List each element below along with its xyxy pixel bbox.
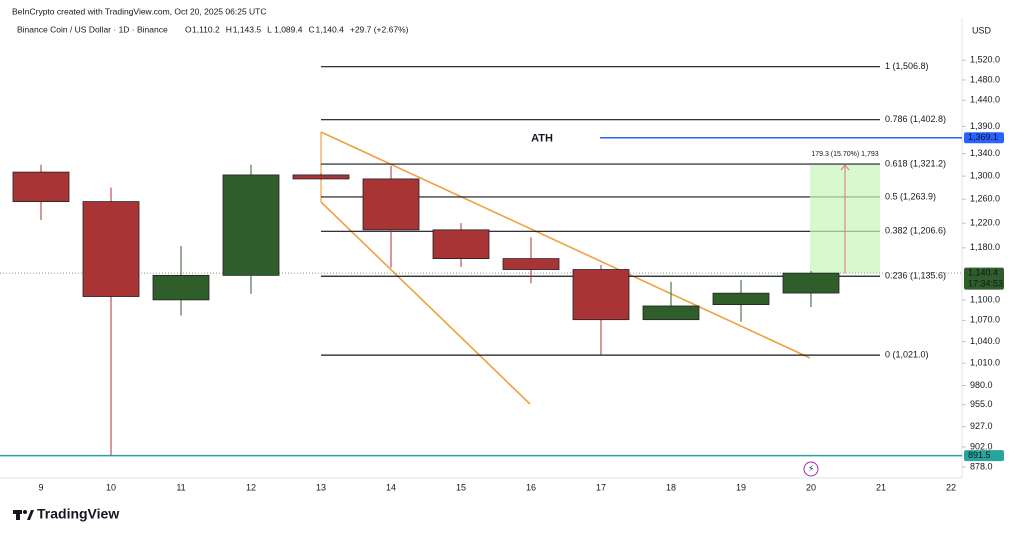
logo-bar xyxy=(16,510,20,520)
price-tag-label: 891.5 xyxy=(968,450,991,460)
y-tick-label: 1,520.0 xyxy=(970,55,1000,65)
price-tag xyxy=(964,450,1004,462)
ath-label: ATH xyxy=(531,133,553,145)
candle-body xyxy=(502,258,560,270)
x-tick-label: 19 xyxy=(736,482,746,492)
fib-label: 0.618 (1,321.2) xyxy=(885,158,946,168)
price-tag xyxy=(964,132,1004,144)
y-tick-label: 955.0 xyxy=(970,399,993,409)
x-tick-label: 12 xyxy=(246,482,256,492)
attribution: BeInCrypto created with TradingView.com,… xyxy=(12,6,267,16)
y-tick-label: 1,480.0 xyxy=(970,74,1000,84)
y-tick-label: 1,300.0 xyxy=(970,170,1000,180)
fib-label: 0 (1,021.0) xyxy=(885,349,929,359)
trendline xyxy=(320,201,531,405)
y-tick-label: 1,180.0 xyxy=(970,242,1000,252)
symbol: Binance Coin / US Dollar · 1D · Binance xyxy=(17,24,168,34)
price-tag xyxy=(964,267,1004,290)
currency: USD xyxy=(972,25,992,35)
x-tick-label: 11 xyxy=(176,482,185,492)
measure-label: 179.3 (15.70%) 1,793 xyxy=(811,151,878,158)
fib-label: 0.236 (1,135.6) xyxy=(885,271,946,281)
fib-label: 0.786 (1,402.8) xyxy=(885,114,946,124)
fib-label: 1 (1,506.8) xyxy=(885,61,929,71)
candle-body xyxy=(12,171,70,202)
event-icon xyxy=(803,461,819,477)
candle-body xyxy=(432,229,490,260)
y-tick-label: 1,220.0 xyxy=(970,218,1000,228)
candle-body xyxy=(222,174,280,276)
ohlc-value: 1,143.5 xyxy=(233,24,262,34)
fib-label: 0.382 (1,206.6) xyxy=(885,226,946,236)
candle-body xyxy=(362,178,420,231)
y-tick-label: 1,340.0 xyxy=(970,148,1000,158)
y-tick-label: 878.0 xyxy=(970,461,993,471)
candle-body xyxy=(782,272,840,294)
measure-arrowhead xyxy=(840,164,850,171)
brand: TradingView xyxy=(37,506,119,522)
y-tick-label: 1,440.0 xyxy=(970,95,1000,105)
candle-body xyxy=(712,292,770,306)
logo-dot xyxy=(23,510,27,514)
ohlc-key: O xyxy=(185,24,192,34)
x-tick-label: 16 xyxy=(526,482,536,492)
y-tick-label: 1,040.0 xyxy=(970,336,1000,346)
x-tick-label: 18 xyxy=(666,482,676,492)
ohlc-key: C xyxy=(308,24,314,34)
ohlc-value: 1,089.4 xyxy=(274,24,303,34)
candle-body xyxy=(82,201,140,297)
candle-body xyxy=(292,174,350,180)
price-tag-label: 1,140.4 xyxy=(968,268,998,278)
brand-logo xyxy=(13,510,34,520)
y-tick-label: 902.0 xyxy=(970,441,993,451)
y-tick-label: 1,390.0 xyxy=(970,121,1000,131)
y-tick-label: 980.0 xyxy=(970,380,993,390)
ohlc-value: 1,140.4 xyxy=(315,24,344,34)
x-tick-label: 17 xyxy=(596,482,606,492)
y-tick-label: 1,100.0 xyxy=(970,294,1000,304)
fib-label: 0.5 (1,263.9) xyxy=(885,191,936,201)
x-tick-label: 15 xyxy=(456,482,466,492)
ohlc-key: L xyxy=(267,24,272,34)
candle-body xyxy=(642,305,700,321)
x-tick-label: 21 xyxy=(876,482,886,492)
ohlc-value: 1,110.2 xyxy=(192,24,220,34)
x-tick-label: 22 xyxy=(946,482,956,492)
y-tick-label: 1,070.0 xyxy=(970,315,1000,325)
candle-body xyxy=(572,269,630,321)
price-tag-countdown: 17:34:53 xyxy=(968,279,1003,289)
candle-body xyxy=(152,274,210,301)
y-tick-label: 1,010.0 xyxy=(970,358,1000,368)
x-tick-label: 13 xyxy=(316,482,326,492)
price-tag-label: 1,369.1 xyxy=(968,132,998,142)
y-tick-label: 1,260.0 xyxy=(970,194,1000,204)
change: +29.7 (+2.67%) xyxy=(350,24,409,34)
ohlc-key: H xyxy=(226,24,232,34)
y-tick-label: 927.0 xyxy=(970,421,993,431)
x-tick-label: 14 xyxy=(386,482,396,492)
x-tick-label: 10 xyxy=(106,482,116,492)
x-tick-label: 9 xyxy=(38,482,43,492)
logo-slash xyxy=(27,510,34,520)
trendline xyxy=(320,131,811,359)
event-icon-glyph: ⚡ xyxy=(808,463,814,473)
x-tick-label: 20 xyxy=(806,482,816,492)
